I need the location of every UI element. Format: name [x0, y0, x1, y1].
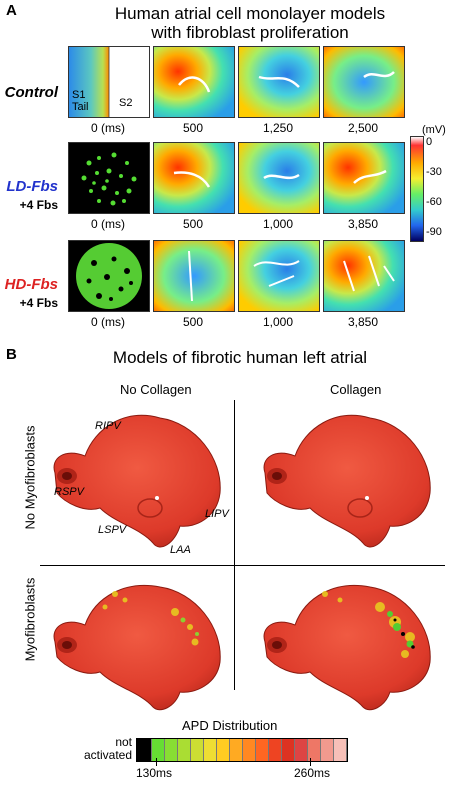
- hd-fbs-tile-3850: [323, 240, 405, 312]
- hd-fbs-time-3: 3,850: [347, 315, 379, 329]
- control-tile-500: [153, 46, 235, 118]
- label-ripv: RIPV: [95, 420, 121, 432]
- tick-130: [156, 758, 157, 766]
- control-tile-2500: [323, 46, 405, 118]
- apd-max-label: 260ms: [294, 766, 331, 780]
- hd-fbs-time-1: 500: [182, 315, 204, 329]
- control-time-3: 2,500: [347, 121, 379, 135]
- row-label-hd-fbs: HD-Fbs: [4, 276, 58, 293]
- s1-label: S1: [72, 89, 86, 101]
- colorbar-unit: (mV): [422, 124, 446, 136]
- apd-swatch: [269, 739, 282, 761]
- row-label-no-myofibroblasts: No Myofibroblasts: [22, 425, 38, 530]
- s2-label: S2: [119, 97, 133, 109]
- tail-label: Tail: [72, 101, 89, 113]
- apd-swatch: [204, 739, 217, 761]
- col-label-collagen: Collagen: [330, 382, 382, 397]
- atrium-myo-collagen: [263, 585, 431, 711]
- colorbar-tick-3: -90: [426, 226, 442, 238]
- apd-swatch: [295, 739, 308, 761]
- row-label-control: Control: [4, 84, 58, 101]
- apd-min-label: 130ms: [136, 766, 173, 780]
- row-sub-ld-fbs: +4 Fbs: [19, 198, 58, 212]
- label-rspv: RSPV: [54, 486, 84, 498]
- label-lspv: LSPV: [98, 524, 127, 536]
- apd-legend-title: APD Distribution: [182, 718, 278, 733]
- apd-swatch: [243, 739, 256, 761]
- apd-swatch: [256, 739, 269, 761]
- hd-fbs-tile-1000: [238, 240, 320, 312]
- panel-a-title: Human atrial cell monolayer models with …: [80, 4, 420, 42]
- control-initial-tile: S1 Tail S2: [68, 46, 150, 118]
- ld-fbs-initial-tile: [68, 142, 150, 214]
- hd-fbs-tile-500: [153, 240, 235, 312]
- row-label-myofibroblasts: Myofibroblasts: [22, 577, 38, 662]
- ld-fbs-tile-1000: [238, 142, 320, 214]
- colorbar-tick-0: 0: [426, 136, 433, 148]
- apd-swatch: [165, 739, 178, 761]
- tick-260: [310, 758, 311, 766]
- ld-fbs-time-0: 0 (ms): [91, 217, 125, 231]
- horizontal-divider: [40, 565, 445, 566]
- panel-b-title: Models of fibrotic human left atrial: [112, 348, 368, 367]
- row-label-ld-fbs: LD-Fbs: [6, 178, 58, 195]
- panel-a-letter: A: [6, 2, 17, 19]
- apd-swatch: [152, 739, 165, 761]
- vertical-divider: [234, 400, 235, 690]
- ld-fbs-time-3: 3,850: [347, 217, 379, 231]
- apd-swatch: [230, 739, 243, 761]
- col-label-no-collagen: No Collagen: [120, 382, 192, 397]
- hd-fbs-time-2: 1,000: [262, 315, 294, 329]
- colorbar-tick-1: -30: [426, 166, 442, 178]
- apd-swatch: [321, 739, 334, 761]
- panel-a-title-line1: Human atrial cell monolayer models: [114, 4, 386, 23]
- control-tile-1250: [238, 46, 320, 118]
- hd-fbs-time-0: 0 (ms): [91, 315, 125, 329]
- apd-swatch: [282, 739, 295, 761]
- ld-fbs-time-1: 500: [182, 217, 204, 231]
- ld-fbs-time-2: 1,000: [262, 217, 294, 231]
- colorbar-tick-2: -60: [426, 196, 442, 208]
- label-laa: LAA: [170, 544, 191, 556]
- atrium-myo-no-collagen: [53, 585, 221, 711]
- apd-swatch: [178, 739, 191, 761]
- panel-b-letter: B: [6, 346, 17, 363]
- apd-color-scale: [136, 738, 348, 762]
- not-activated-label: not activated: [83, 735, 132, 762]
- apd-swatch: [334, 739, 347, 761]
- label-lipv: LIPV: [205, 508, 229, 520]
- atrium-no-myo-collagen: [263, 414, 431, 548]
- atrium-no-myo-no-collagen: [53, 414, 221, 548]
- apd-swatch: [191, 739, 204, 761]
- panel-a-title-line2: with fibroblast proliferation: [151, 23, 349, 42]
- ld-fbs-tile-3850: [323, 142, 405, 214]
- hd-fbs-initial-tile: [68, 240, 150, 312]
- control-time-0: 0 (ms): [91, 121, 125, 135]
- apd-swatch: [308, 739, 321, 761]
- apd-swatch: [137, 739, 152, 761]
- row-sub-hd-fbs: +4 Fbs: [19, 296, 58, 310]
- control-time-2: 1,250: [262, 121, 294, 135]
- control-time-1: 500: [182, 121, 204, 135]
- apd-swatch: [217, 739, 230, 761]
- ld-fbs-tile-500: [153, 142, 235, 214]
- voltage-colorbar: [410, 136, 424, 242]
